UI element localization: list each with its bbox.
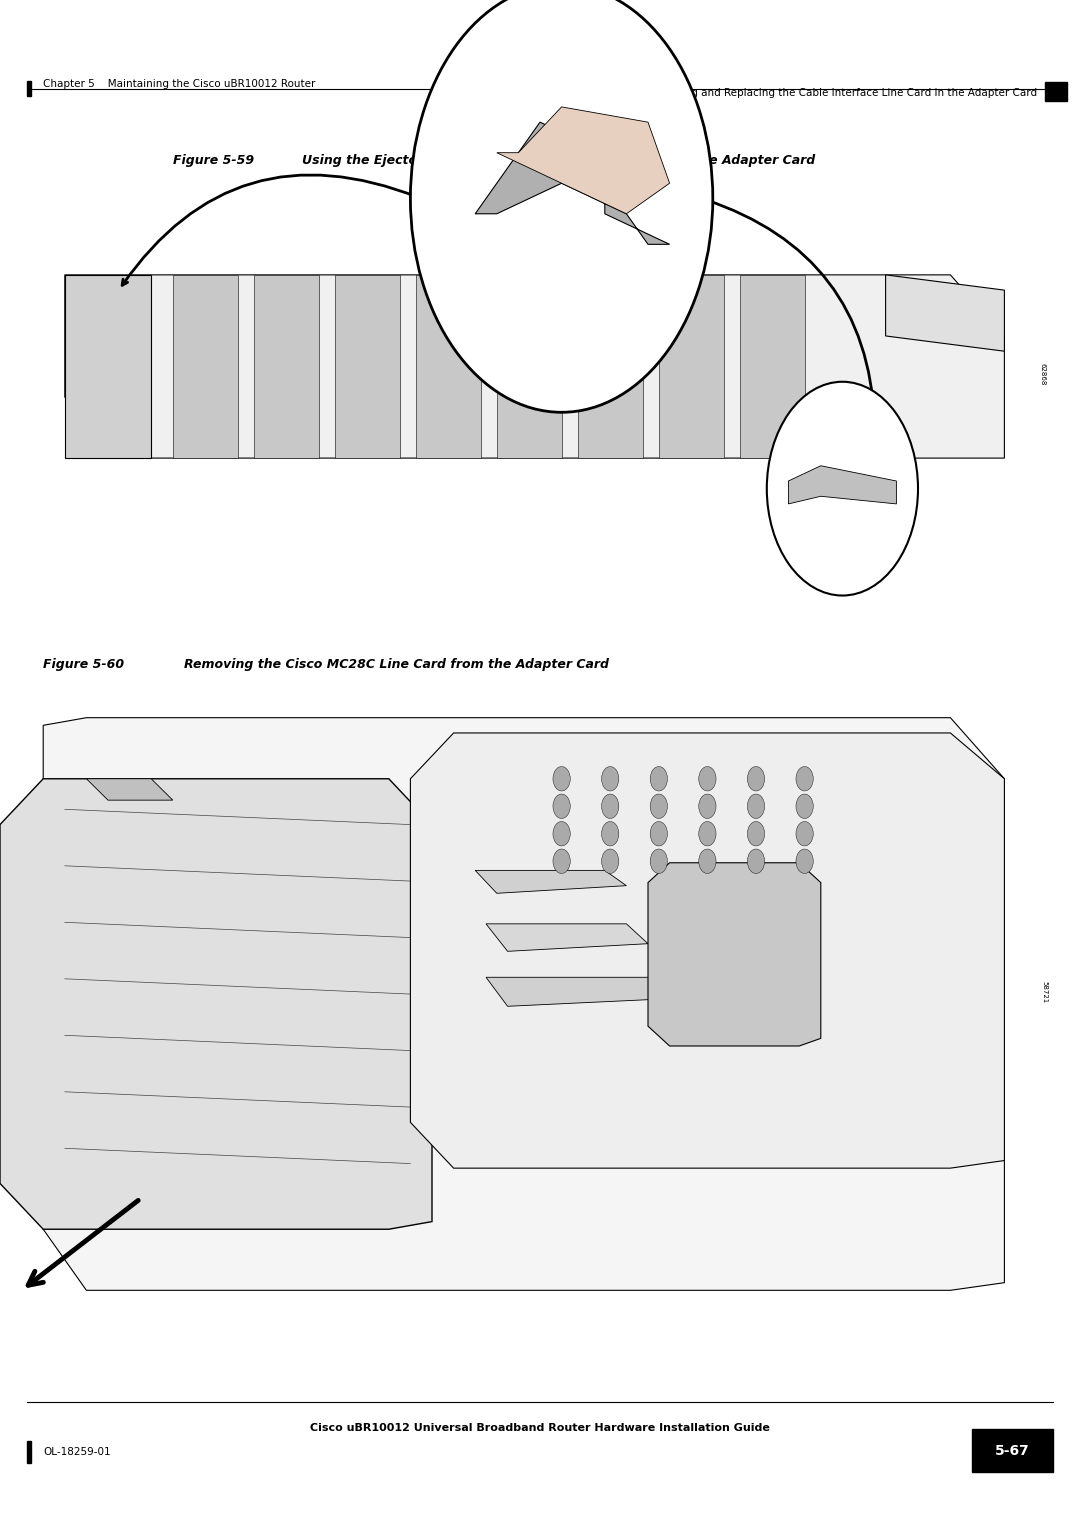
Polygon shape bbox=[788, 466, 896, 504]
Circle shape bbox=[650, 822, 667, 846]
Circle shape bbox=[553, 822, 570, 846]
Circle shape bbox=[650, 767, 667, 791]
Polygon shape bbox=[486, 924, 648, 951]
Polygon shape bbox=[173, 275, 238, 458]
Polygon shape bbox=[335, 275, 400, 458]
Circle shape bbox=[767, 382, 918, 596]
Circle shape bbox=[650, 849, 667, 873]
Polygon shape bbox=[254, 275, 319, 458]
Text: Removing and Replacing the Cable Interface Line Card in the Adapter Card: Removing and Replacing the Cable Interfa… bbox=[646, 89, 1037, 98]
Circle shape bbox=[747, 822, 765, 846]
FancyBboxPatch shape bbox=[972, 1429, 1053, 1472]
Circle shape bbox=[602, 849, 619, 873]
Polygon shape bbox=[659, 275, 724, 458]
Polygon shape bbox=[410, 733, 1004, 1168]
Circle shape bbox=[796, 794, 813, 818]
Circle shape bbox=[699, 767, 716, 791]
Circle shape bbox=[553, 767, 570, 791]
Circle shape bbox=[796, 849, 813, 873]
Polygon shape bbox=[578, 275, 643, 458]
Circle shape bbox=[602, 767, 619, 791]
Circle shape bbox=[747, 794, 765, 818]
Polygon shape bbox=[86, 779, 173, 800]
Circle shape bbox=[602, 822, 619, 846]
Circle shape bbox=[747, 849, 765, 873]
Circle shape bbox=[699, 794, 716, 818]
Bar bbox=[1045, 82, 1067, 101]
Polygon shape bbox=[886, 275, 1004, 351]
Polygon shape bbox=[416, 275, 481, 458]
Polygon shape bbox=[475, 870, 626, 893]
Circle shape bbox=[650, 794, 667, 818]
Circle shape bbox=[796, 822, 813, 846]
Polygon shape bbox=[497, 107, 670, 214]
Circle shape bbox=[602, 794, 619, 818]
Text: Chapter 5    Maintaining the Cisco uBR10012 Router: Chapter 5 Maintaining the Cisco uBR10012… bbox=[43, 79, 315, 89]
Text: Using the Ejector Levers to Remove the Line Card from the Adapter Card: Using the Ejector Levers to Remove the L… bbox=[302, 154, 815, 166]
Circle shape bbox=[410, 0, 713, 412]
Polygon shape bbox=[43, 718, 1004, 1290]
Text: 58721: 58721 bbox=[1041, 982, 1048, 1003]
Circle shape bbox=[553, 849, 570, 873]
Polygon shape bbox=[475, 122, 670, 244]
Polygon shape bbox=[497, 275, 562, 458]
Text: 5-67: 5-67 bbox=[995, 1443, 1030, 1458]
Circle shape bbox=[796, 767, 813, 791]
Polygon shape bbox=[486, 977, 670, 1006]
Circle shape bbox=[699, 849, 716, 873]
Text: Figure 5-60: Figure 5-60 bbox=[43, 658, 124, 670]
Polygon shape bbox=[0, 779, 432, 1229]
Text: Cisco uBR10012 Universal Broadband Router Hardware Installation Guide: Cisco uBR10012 Universal Broadband Route… bbox=[310, 1423, 770, 1432]
Circle shape bbox=[553, 794, 570, 818]
Bar bbox=[27, 1441, 31, 1463]
Polygon shape bbox=[65, 275, 1004, 458]
Text: Figure 5-59: Figure 5-59 bbox=[173, 154, 254, 166]
Text: 62868: 62868 bbox=[1039, 363, 1045, 385]
Text: OL-18259-01: OL-18259-01 bbox=[43, 1448, 111, 1457]
Polygon shape bbox=[65, 275, 151, 458]
Circle shape bbox=[699, 822, 716, 846]
Bar bbox=[27, 81, 31, 96]
Circle shape bbox=[747, 767, 765, 791]
Polygon shape bbox=[740, 275, 805, 458]
Polygon shape bbox=[648, 863, 821, 1046]
Text: Removing the Cisco MC28C Line Card from the Adapter Card: Removing the Cisco MC28C Line Card from … bbox=[184, 658, 609, 670]
